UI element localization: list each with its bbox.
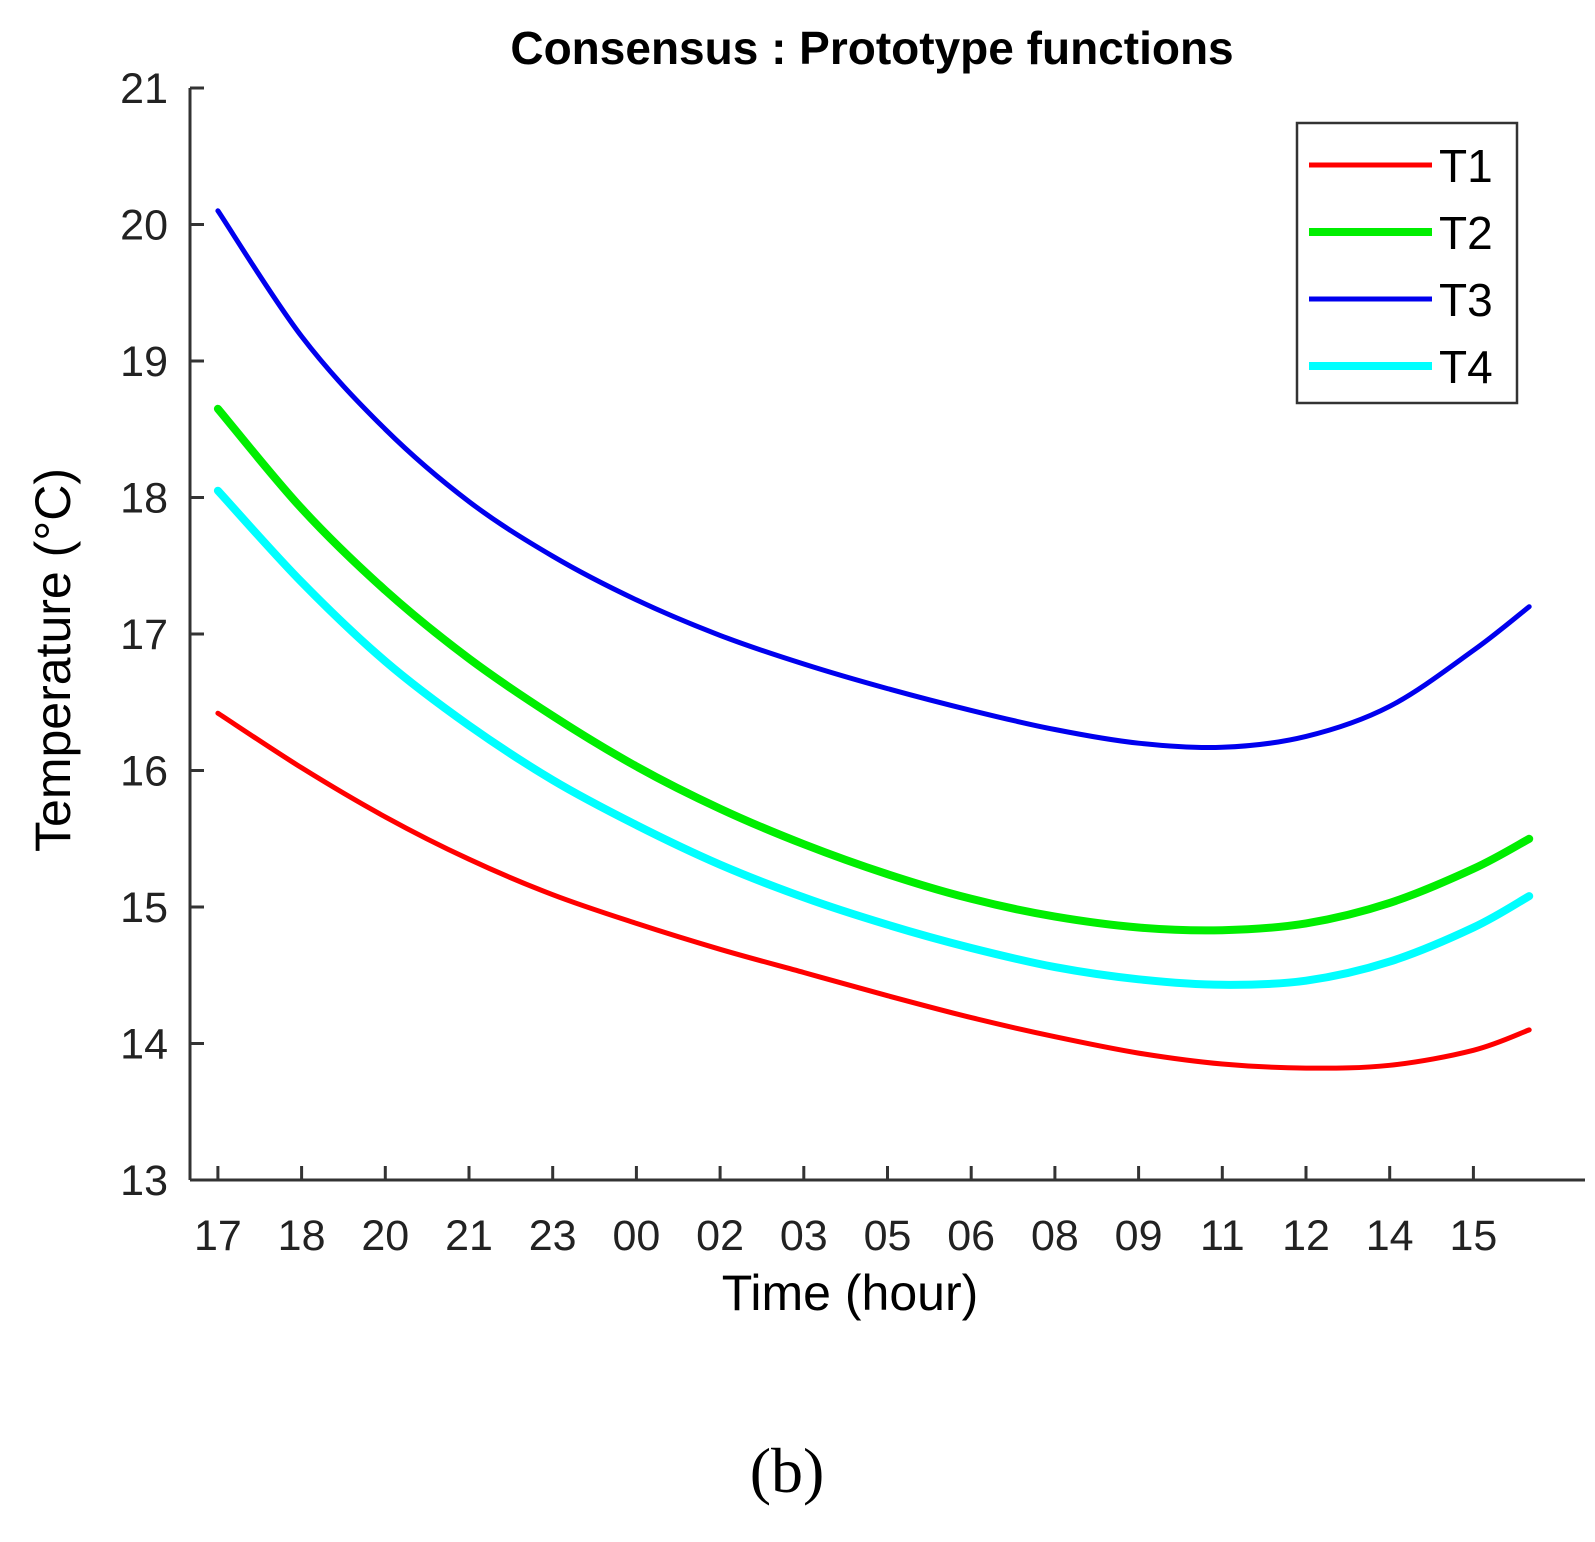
x-tick-label: 18	[278, 1212, 326, 1260]
x-tick-label: 20	[361, 1212, 409, 1260]
y-tick-label: 17	[120, 611, 168, 659]
y-tick-label: 15	[120, 884, 168, 932]
x-tick-label: 12	[1282, 1212, 1330, 1260]
series-line-t3	[215, 208, 1532, 751]
x-tick-label: 14	[1366, 1212, 1414, 1260]
series-line-t2	[213, 404, 1534, 935]
x-tick-label: 21	[445, 1212, 493, 1260]
x-tick-label: 09	[1115, 1212, 1163, 1260]
y-tick-label: 16	[120, 748, 168, 796]
x-tick-label: 23	[529, 1212, 577, 1260]
x-tick-label: 08	[1031, 1212, 1079, 1260]
series-line-t1	[215, 710, 1532, 1071]
chart-title: Consensus : Prototype functions	[510, 22, 1233, 74]
y-tick-label: 19	[120, 338, 168, 386]
legend-box	[1295, 121, 1519, 405]
legend-label-t3: T3	[1439, 274, 1493, 326]
x-tick-label: 15	[1449, 1212, 1497, 1260]
legend-label-t4: T4	[1439, 341, 1493, 393]
y-tick-label: 13	[120, 1157, 168, 1205]
axes: 13 14 15 16 17 18 19 20 21 17 18 20 21 23 00 02 03 05 06 08…	[120, 65, 1585, 1260]
series-line-t4	[213, 486, 1534, 989]
x-tick-label: 17	[194, 1212, 242, 1260]
y-tick-label: 20	[120, 202, 168, 250]
x-axis-label: Time (hour)	[722, 1265, 979, 1321]
legend-label-t1: T1	[1439, 140, 1493, 192]
x-tick-label: 11	[1200, 1212, 1245, 1260]
x-tick-label: 02	[696, 1212, 744, 1260]
legend: T1 T2 T3 T4	[1295, 121, 1519, 405]
y-tick-label: 14	[120, 1021, 168, 1069]
y-axis-label: Temperature (°C)	[25, 468, 81, 852]
figure-caption: (b)	[750, 1435, 825, 1506]
legend-label-t2: T2	[1439, 207, 1493, 259]
y-tick-label: 18	[120, 475, 168, 523]
y-tick-label: 21	[120, 65, 168, 113]
x-tick-label: 05	[864, 1212, 912, 1260]
x-tick-label: 03	[780, 1212, 828, 1260]
x-tick-label: 00	[612, 1212, 660, 1260]
x-tick-label: 06	[947, 1212, 995, 1260]
series-layer	[213, 208, 1534, 1071]
